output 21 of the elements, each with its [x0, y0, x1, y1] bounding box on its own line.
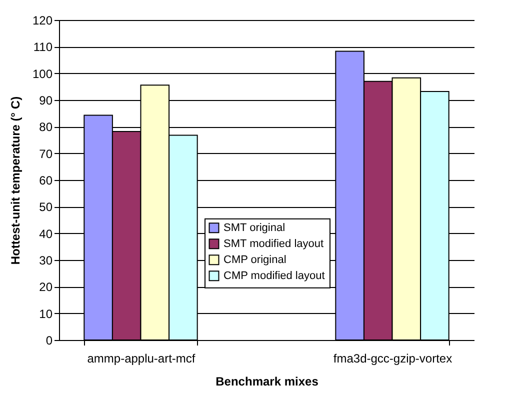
x-tick-label: ammp-applu-art-mcf [87, 352, 196, 366]
legend-label: CMP modified layout [224, 270, 325, 282]
y-tick-label: 100 [32, 66, 53, 81]
y-tick-label: 120 [32, 14, 53, 28]
y-tick-label: 10 [39, 306, 53, 321]
y-tick-label: 70 [39, 146, 53, 161]
y-tick-label: 60 [39, 174, 53, 188]
y-tick-label: 0 [46, 334, 53, 348]
y-tick-label: 80 [39, 120, 53, 134]
y-tick-label: 30 [39, 254, 53, 268]
y-tick-label: 40 [39, 226, 53, 241]
y-tick-label: 50 [39, 200, 53, 214]
legend-label: SMT modified layout [224, 238, 324, 250]
legend-label: CMP original [224, 254, 286, 266]
x-tick-label: fma3d-gcc-gzip-vortex [333, 352, 452, 366]
y-tick-label: 90 [39, 94, 53, 108]
y-axis-title: Hottest-unit temperature (° C) [8, 96, 22, 265]
x-axis-title: Benchmark mixes [216, 374, 319, 388]
y-tick-label: 110 [33, 40, 53, 54]
y-tick-label: 20 [39, 280, 53, 294]
legend-label: SMT original [224, 222, 286, 234]
